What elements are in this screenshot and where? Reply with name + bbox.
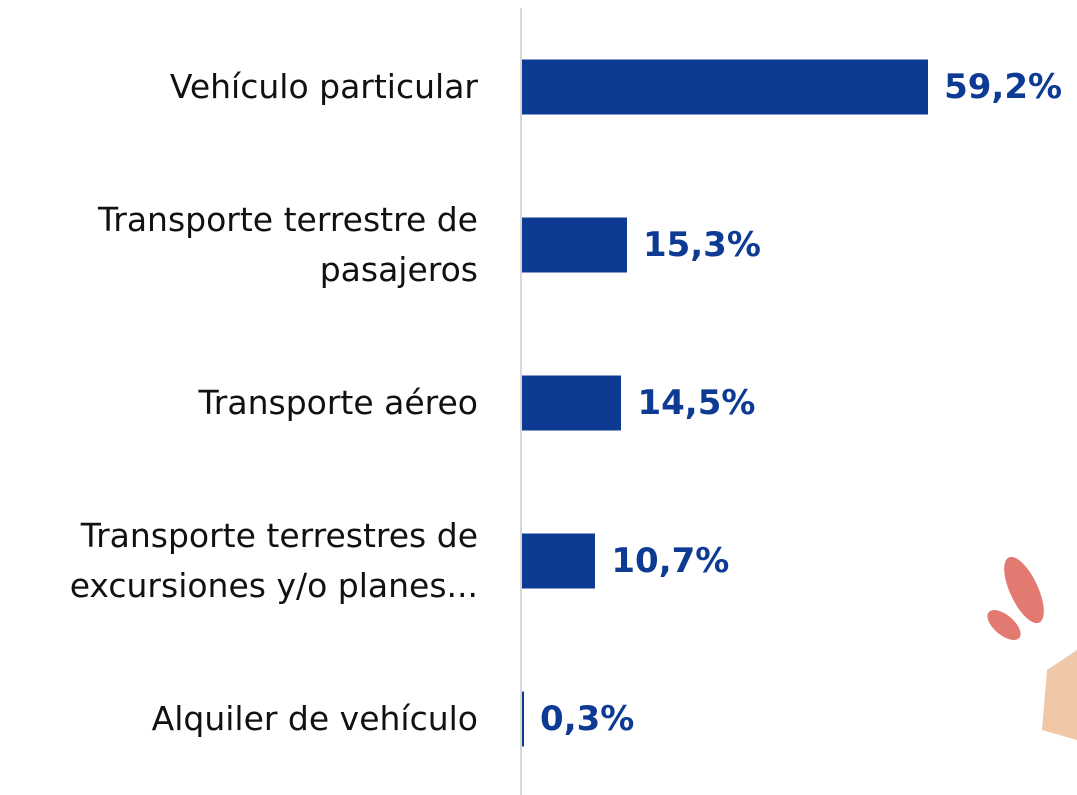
value-label: 0,3% [540, 699, 635, 739]
bar [522, 691, 525, 747]
bar [522, 217, 627, 273]
bar [522, 533, 596, 589]
value-label: 14,5% [637, 383, 756, 423]
decor-shape [987, 610, 1021, 640]
decor-shape [1042, 650, 1077, 740]
decoration [987, 556, 1077, 740]
bar [522, 59, 929, 115]
category-label: Vehículo particular [169, 67, 478, 106]
value-label: 15,3% [642, 225, 761, 265]
category-label: Alquiler de vehículo [151, 699, 478, 738]
category-label: Transporte terrestres de excursiones y/o… [69, 516, 478, 605]
category-label: Transporte aéreo [198, 383, 478, 422]
decor-shape [1004, 556, 1044, 624]
bar [522, 375, 622, 431]
category-label: Transporte terrestre de pasajeros [97, 200, 478, 289]
value-label: 10,7% [611, 541, 730, 581]
value-label: 59,2% [944, 67, 1063, 107]
axis-line [520, 8, 522, 795]
